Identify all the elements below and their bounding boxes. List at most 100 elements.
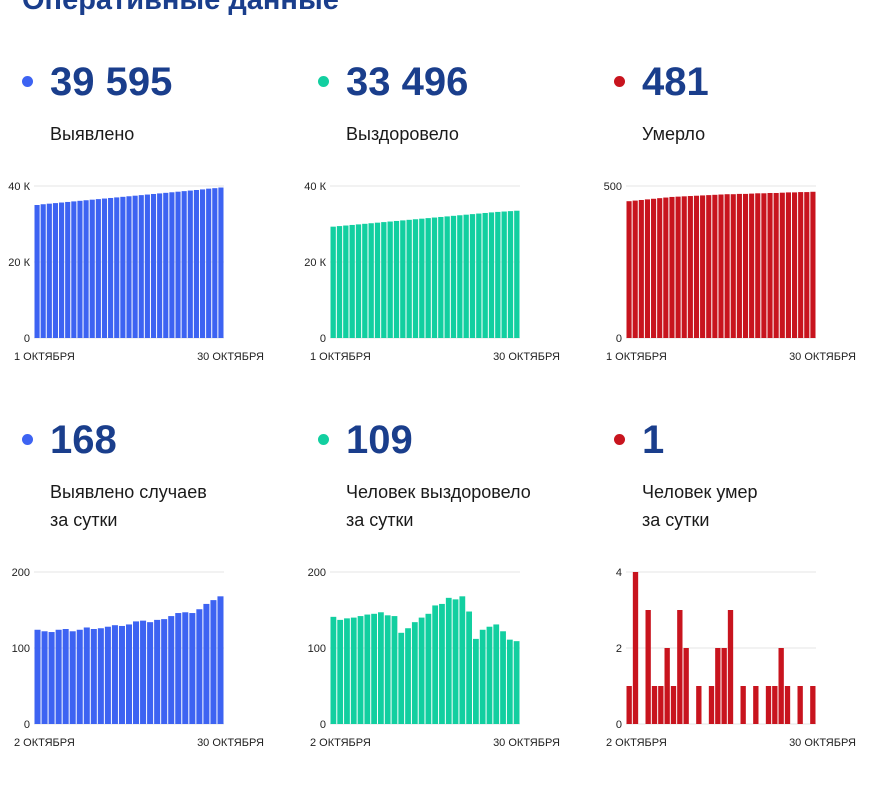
bar <box>406 219 412 338</box>
bar <box>34 629 41 724</box>
bar <box>384 615 391 724</box>
card-recovered-total: 33 496 Выздоровело 0 20 К 40 К 1 ОКТЯБРЯ 30 ОК… <box>304 60 586 432</box>
legend-dot <box>318 76 329 87</box>
stat-value: 481 <box>642 60 709 104</box>
bar <box>651 686 658 724</box>
x-start-label: 2 ОКТЯБРЯ <box>14 737 75 749</box>
x-start-label: 2 ОКТЯБРЯ <box>606 737 667 749</box>
bar <box>336 226 343 338</box>
bar <box>469 214 476 338</box>
bar <box>810 191 816 338</box>
bar <box>355 224 362 338</box>
bar <box>742 193 749 338</box>
bar <box>457 215 463 338</box>
bar <box>77 200 83 338</box>
bar <box>444 216 450 338</box>
bar <box>772 686 778 724</box>
bar <box>450 215 457 338</box>
bar <box>681 196 687 338</box>
x-end-label: 30 ОКТЯБРЯ <box>197 351 264 363</box>
y-tick-label: 0 <box>616 333 622 345</box>
y-tick-label: 0 <box>616 719 622 731</box>
bar <box>210 600 217 724</box>
bar <box>206 188 212 338</box>
bar <box>495 211 501 338</box>
y-tick-label: 0 <box>320 333 326 345</box>
bar <box>463 214 469 338</box>
bar <box>761 193 767 338</box>
bar <box>393 220 400 338</box>
bar <box>419 218 425 338</box>
card-deaths-daily: 1 Человек умер за сутки 0 2 4 2 ОКТЯБРЯ 30 ОКТЯ… <box>606 420 870 790</box>
bar <box>52 203 59 338</box>
bar <box>736 193 742 338</box>
bar <box>755 193 761 338</box>
bar <box>150 193 157 338</box>
bar <box>169 192 175 338</box>
stat-label-line: за сутки <box>50 510 118 530</box>
bar <box>163 192 169 338</box>
bar <box>217 596 224 724</box>
y-tick-label: 100 <box>308 643 326 655</box>
bar <box>154 619 161 724</box>
bar <box>700 195 706 338</box>
bar <box>693 195 700 338</box>
bar <box>118 625 125 724</box>
bar <box>425 218 431 338</box>
stat-value: 33 496 <box>346 60 469 104</box>
bar <box>486 626 493 724</box>
stat-label-line: Выявлено случаев <box>50 482 207 502</box>
bar <box>459 596 466 724</box>
legend-dot <box>22 434 33 445</box>
bar <box>175 191 181 338</box>
stat-label-line: Умерло <box>642 124 706 144</box>
bar <box>362 223 368 338</box>
bar <box>83 200 89 338</box>
bar <box>193 189 199 338</box>
y-tick-label: 40 К <box>304 181 326 193</box>
bar <box>425 613 432 724</box>
bar <box>175 613 182 724</box>
bar <box>62 629 69 724</box>
page-title: Оперативные данные <box>22 0 339 16</box>
bar <box>364 614 371 724</box>
card-detected-total: 39 595 Выявлено 0 20 К 40 К 1 ОКТЯБРЯ 30 ОКТЯБ… <box>8 62 290 432</box>
y-tick-label: 2 <box>616 643 622 655</box>
stat-label-line: Выявлено <box>50 124 135 144</box>
bar <box>89 199 95 338</box>
bar <box>133 621 140 724</box>
stat-label: Умерло <box>642 120 705 148</box>
bar <box>95 199 101 338</box>
bar <box>638 199 644 338</box>
stat-label: Выявлено <box>50 120 134 148</box>
bar <box>712 194 718 338</box>
bar <box>438 216 444 338</box>
bar <box>727 610 734 724</box>
bar <box>381 222 387 338</box>
bar <box>767 192 773 338</box>
bar <box>479 629 486 724</box>
bar <box>644 199 651 338</box>
bar <box>330 616 337 724</box>
bar <box>189 613 196 724</box>
bar <box>196 609 203 724</box>
bar-chart: 0 100 200 2 ОКТЯБРЯ 30 ОКТЯБРЯ <box>12 567 264 749</box>
bar <box>181 191 187 338</box>
bar <box>83 627 90 724</box>
bar-chart: 0 20 К 40 К 1 ОКТЯБРЯ 30 ОКТЯБРЯ <box>304 181 560 363</box>
bar <box>452 599 459 724</box>
stat-value: 168 <box>50 418 117 462</box>
bar <box>784 686 791 724</box>
bar <box>658 686 664 724</box>
bar <box>357 616 364 724</box>
y-tick-label: 200 <box>12 567 30 579</box>
bar <box>157 193 163 338</box>
bar <box>140 620 147 724</box>
stat-label-line: Человек умер <box>642 482 758 502</box>
bar <box>626 201 632 338</box>
bar <box>514 210 520 338</box>
bar <box>405 628 411 724</box>
bar <box>431 217 438 338</box>
bar <box>34 205 40 338</box>
bar <box>632 200 638 338</box>
